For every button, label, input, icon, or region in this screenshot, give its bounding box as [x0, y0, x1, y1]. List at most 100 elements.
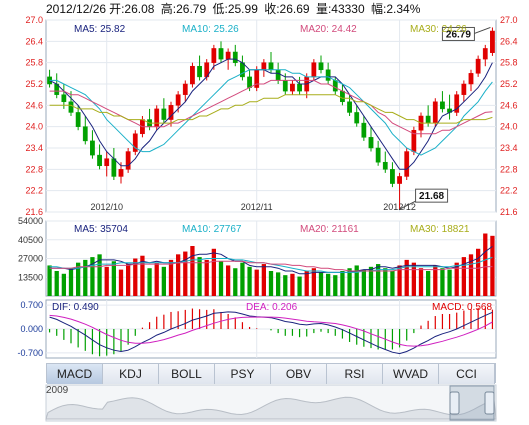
- tab-wvad[interactable]: WVAD: [383, 364, 439, 384]
- price-y-tick-left: 24.6: [25, 100, 43, 110]
- candle-body: [340, 90, 345, 103]
- tab-psy[interactable]: PSY: [215, 364, 271, 384]
- price-y-tick-right: 24.6: [500, 100, 518, 110]
- volume-bar: [90, 257, 95, 296]
- price-y-tick-right: 25.2: [500, 79, 518, 89]
- candle-body: [197, 65, 202, 78]
- tab-obv[interactable]: OBV: [271, 364, 327, 384]
- volume-bar: [461, 257, 466, 296]
- quote-change: 幅:2.34%: [371, 2, 421, 16]
- volume-bar: [240, 262, 245, 296]
- low-marker-box: [415, 188, 449, 203]
- candle-body: [404, 151, 410, 177]
- quote-low: 低:25.99: [212, 2, 258, 16]
- tab-kdj[interactable]: KDJ: [103, 364, 159, 384]
- quote-header: 2012/12/26 开:26.08 高:26.79 低:25.99 收:26.6…: [46, 0, 423, 18]
- volume-bar: [126, 264, 131, 296]
- candle-body: [475, 58, 481, 74]
- price-y-tick-right: 23.4: [500, 143, 518, 153]
- candle-body: [125, 151, 131, 170]
- volume-bar: [197, 257, 202, 296]
- volume-bar: [233, 268, 238, 296]
- low-marker-line: [399, 200, 416, 210]
- volume-bar: [290, 273, 295, 296]
- macd-dif-label: DIF: 0.490: [52, 302, 99, 313]
- price-y-tick-left: 25.8: [25, 58, 43, 68]
- candle-body: [382, 161, 388, 170]
- price-ma30-label: MA30: 24.26: [410, 24, 467, 35]
- volume-bar: [440, 268, 445, 296]
- candle-body: [68, 101, 74, 113]
- price-y-tick-right: 22.2: [500, 186, 518, 196]
- candle-body: [247, 76, 252, 88]
- volume-bar: [161, 266, 166, 296]
- volume-bar: [483, 233, 488, 296]
- macd-value-label: MACD: 0.568: [432, 302, 493, 313]
- price-y-tick-left: 21.6: [25, 207, 43, 217]
- candle-body: [261, 62, 267, 71]
- candle-body: [97, 154, 102, 167]
- volume-bar: [397, 265, 402, 296]
- candle-body: [440, 101, 445, 110]
- volume-bar: [154, 262, 159, 296]
- candle-body: [61, 94, 67, 103]
- price-ma10-line: [49, 69, 493, 156]
- high-marker-box: [441, 26, 475, 41]
- volume-y-tick: 27000: [18, 254, 43, 264]
- candle-body: [354, 112, 360, 124]
- candle-body: [218, 48, 224, 60]
- volume-bar: [47, 265, 52, 296]
- tab-cci[interactable]: CCI: [439, 364, 495, 384]
- tab-rsi[interactable]: RSI: [327, 364, 383, 384]
- volume-bar: [211, 248, 216, 296]
- volume-ma20-line: [49, 260, 493, 272]
- high-marker-label: 26.79: [446, 29, 471, 40]
- volume-bar: [376, 264, 381, 296]
- volume-ma10-label: MA10: 27767: [182, 224, 242, 235]
- volume-ma5-label: MA5: 35704: [74, 224, 128, 235]
- price-y-tick-right: 26.4: [500, 36, 518, 46]
- volume-bar: [404, 259, 409, 296]
- volume-bar: [368, 266, 374, 296]
- navigator-right-handle[interactable]: [484, 391, 495, 415]
- price-ma20-label: MA20: 24.42: [300, 24, 357, 35]
- volume-bar: [283, 275, 288, 296]
- volume-bar: [304, 271, 309, 296]
- quote-high: 高:26.79: [160, 2, 207, 16]
- tab-boll[interactable]: BOLL: [159, 364, 215, 384]
- navigator-overview: [45, 396, 497, 420]
- volume-bar: [61, 273, 66, 296]
- quote-close: 收:26.69: [264, 2, 310, 16]
- volume-bar: [147, 268, 152, 296]
- price-ma5-line: [49, 58, 493, 170]
- volume-bar: [261, 264, 266, 296]
- volume-bar: [418, 268, 424, 296]
- price-ma10-label: MA10: 25.26: [182, 24, 239, 35]
- candle-body: [132, 133, 138, 152]
- price-y-tick-right: 27.0: [500, 15, 518, 25]
- candle-body: [425, 115, 431, 124]
- macd-dea-line: [49, 314, 493, 347]
- navigator-left-handle[interactable]: [449, 391, 460, 415]
- price-x-tick: 2012/10: [90, 202, 123, 212]
- candle-body: [282, 80, 288, 92]
- volume-bar: [118, 269, 124, 296]
- volume-bar: [411, 262, 416, 296]
- volume-bar: [447, 269, 452, 296]
- candle-body: [75, 112, 81, 127]
- quote-open: 开:26.08: [109, 2, 155, 16]
- candle-body: [168, 105, 174, 120]
- volume-ma30-label: MA30: 18821: [410, 224, 470, 235]
- volume-bar: [490, 235, 495, 296]
- candle-body: [361, 122, 367, 138]
- volume-y-tick: 13500: [18, 272, 43, 282]
- candle-body: [175, 94, 181, 106]
- low-marker-label: 21.68: [419, 191, 444, 202]
- candle-body: [290, 83, 295, 92]
- price-ma30-line: [49, 94, 493, 124]
- volume-bar: [326, 273, 331, 296]
- candle-body: [454, 94, 460, 113]
- tab-macd[interactable]: MACD: [47, 364, 103, 384]
- volume-bar: [426, 271, 431, 296]
